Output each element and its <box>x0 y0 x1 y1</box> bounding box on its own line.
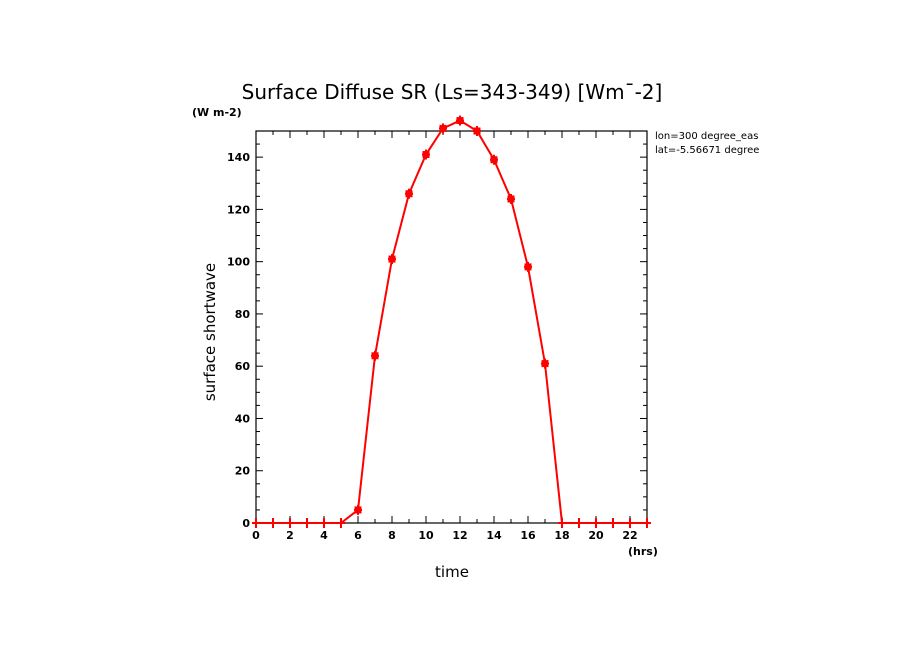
data-point-box <box>490 156 498 164</box>
data-point <box>320 518 328 528</box>
data-point-box <box>354 506 362 514</box>
data-point <box>609 518 617 528</box>
y-tick-label: 20 <box>235 465 251 478</box>
data-point <box>643 518 651 528</box>
data-point <box>524 261 532 272</box>
y-tick-label: 100 <box>227 256 250 269</box>
x-unit-label: (hrs) <box>628 545 658 558</box>
units-label: (W m-2) <box>192 106 242 119</box>
data-point <box>456 115 464 126</box>
y-axis-label: surface shortwave <box>201 263 219 401</box>
data-point-box <box>405 190 413 198</box>
x-tick-label: 0 <box>252 529 260 542</box>
data-point <box>422 149 430 160</box>
data-point-box <box>456 117 464 125</box>
x-tick-label: 18 <box>554 529 569 542</box>
data-point <box>303 518 311 528</box>
data-point <box>439 123 447 134</box>
y-tick-label: 120 <box>227 203 250 216</box>
x-tick-label: 8 <box>388 529 396 542</box>
x-tick-label: 16 <box>520 529 536 542</box>
data-point <box>490 154 498 165</box>
data-point <box>507 193 515 204</box>
data-point <box>269 518 277 528</box>
x-tick-label: 20 <box>588 529 604 542</box>
chart-title: Surface Diffuse SR (Ls=343-349) [Wm¯-2] <box>242 80 663 104</box>
data-point <box>473 126 481 136</box>
data-point <box>252 518 260 528</box>
x-tick-label: 14 <box>486 529 502 542</box>
data-point-box <box>371 352 379 360</box>
y-tick-label: 0 <box>242 517 250 530</box>
y-tick-label: 60 <box>235 360 251 373</box>
data-point-box <box>507 195 515 203</box>
info-lon: lon=300 degree_eas <box>655 131 758 142</box>
y-tick-label: 40 <box>235 412 251 425</box>
x-tick-label: 6 <box>354 529 362 542</box>
x-tick-label: 4 <box>320 529 328 542</box>
data-point <box>371 350 379 361</box>
data-point <box>405 188 413 199</box>
info-lat: lat=-5.56671 degree <box>655 145 759 156</box>
data-point <box>558 518 566 528</box>
data-point <box>354 504 362 515</box>
plot-axes: 0 2 4 6 8 10 12 14 16 18 20 22 0 20 40 60 80 100 120 140 <box>227 130 648 542</box>
y-tick-label: 140 <box>227 151 250 164</box>
x-tick-label: 12 <box>452 529 467 542</box>
data-point-box <box>439 124 447 132</box>
data-point <box>286 518 294 528</box>
x-tick-label: 22 <box>622 529 637 542</box>
x-tick-label: 10 <box>418 529 434 542</box>
series-line <box>256 119 647 524</box>
y-tick-label: 80 <box>235 308 251 321</box>
data-point <box>626 518 634 528</box>
data-point <box>388 254 396 265</box>
data-point <box>592 518 600 528</box>
data-point-box <box>524 263 532 271</box>
data-point-box <box>473 127 481 135</box>
data-point <box>337 518 345 528</box>
data-point-box <box>422 151 430 159</box>
data-point <box>575 518 583 528</box>
x-tick-label: 2 <box>286 529 294 542</box>
data-point-box <box>388 255 396 263</box>
data-point <box>541 358 549 369</box>
data-point-box <box>541 360 549 368</box>
data-series <box>252 115 651 528</box>
x-axis-label: time <box>435 563 469 581</box>
plot-frame <box>255 130 648 524</box>
